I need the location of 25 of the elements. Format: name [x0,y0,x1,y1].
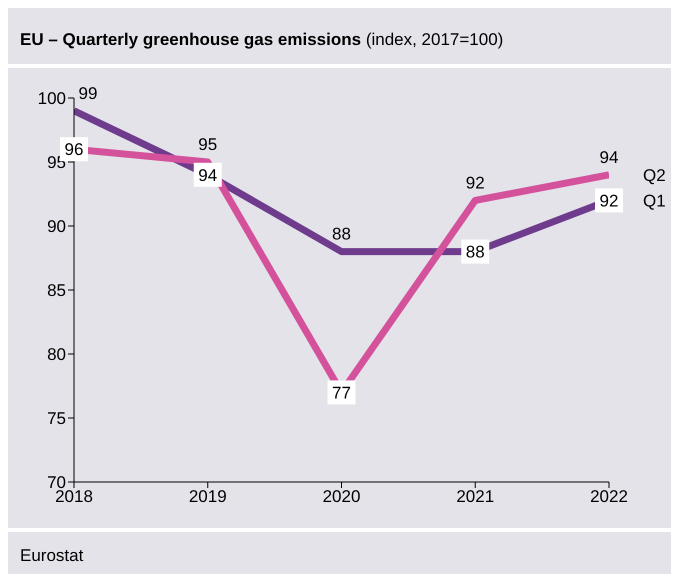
data-label: 88 [332,224,351,244]
data-label: 77 [332,383,351,402]
text: Eurostat [20,546,84,566]
chart-subtitle: (index, 2017=100) [364,30,504,49]
text: Q2 [643,166,666,185]
x-tick-label: 2018 [55,487,93,506]
data-label: 95 [198,135,218,154]
series-label: Q1 [643,191,666,210]
x-tick-label: 2019 [188,487,227,506]
y-tick-label: 85 [47,281,66,300]
x-tick-label: 2021 [456,487,494,506]
x-tick-label: 2022 [590,487,628,506]
data-label: 94 [198,166,218,185]
data-label: 99 [78,84,98,103]
y-tick-label: 80 [47,345,66,364]
chart-title: EU – Quarterly greenhouse gas emissions [20,30,362,49]
data-label: 88 [466,242,485,262]
y-tick-label: 75 [47,409,66,428]
data-label: 92 [466,173,485,192]
y-tick-label: 100 [38,89,66,108]
data-label: 96 [64,140,84,160]
data-label: 92 [600,191,618,210]
y-tick-label: 90 [47,217,66,236]
x-tick-label: 2020 [322,487,360,506]
data-label: 94 [600,148,618,167]
